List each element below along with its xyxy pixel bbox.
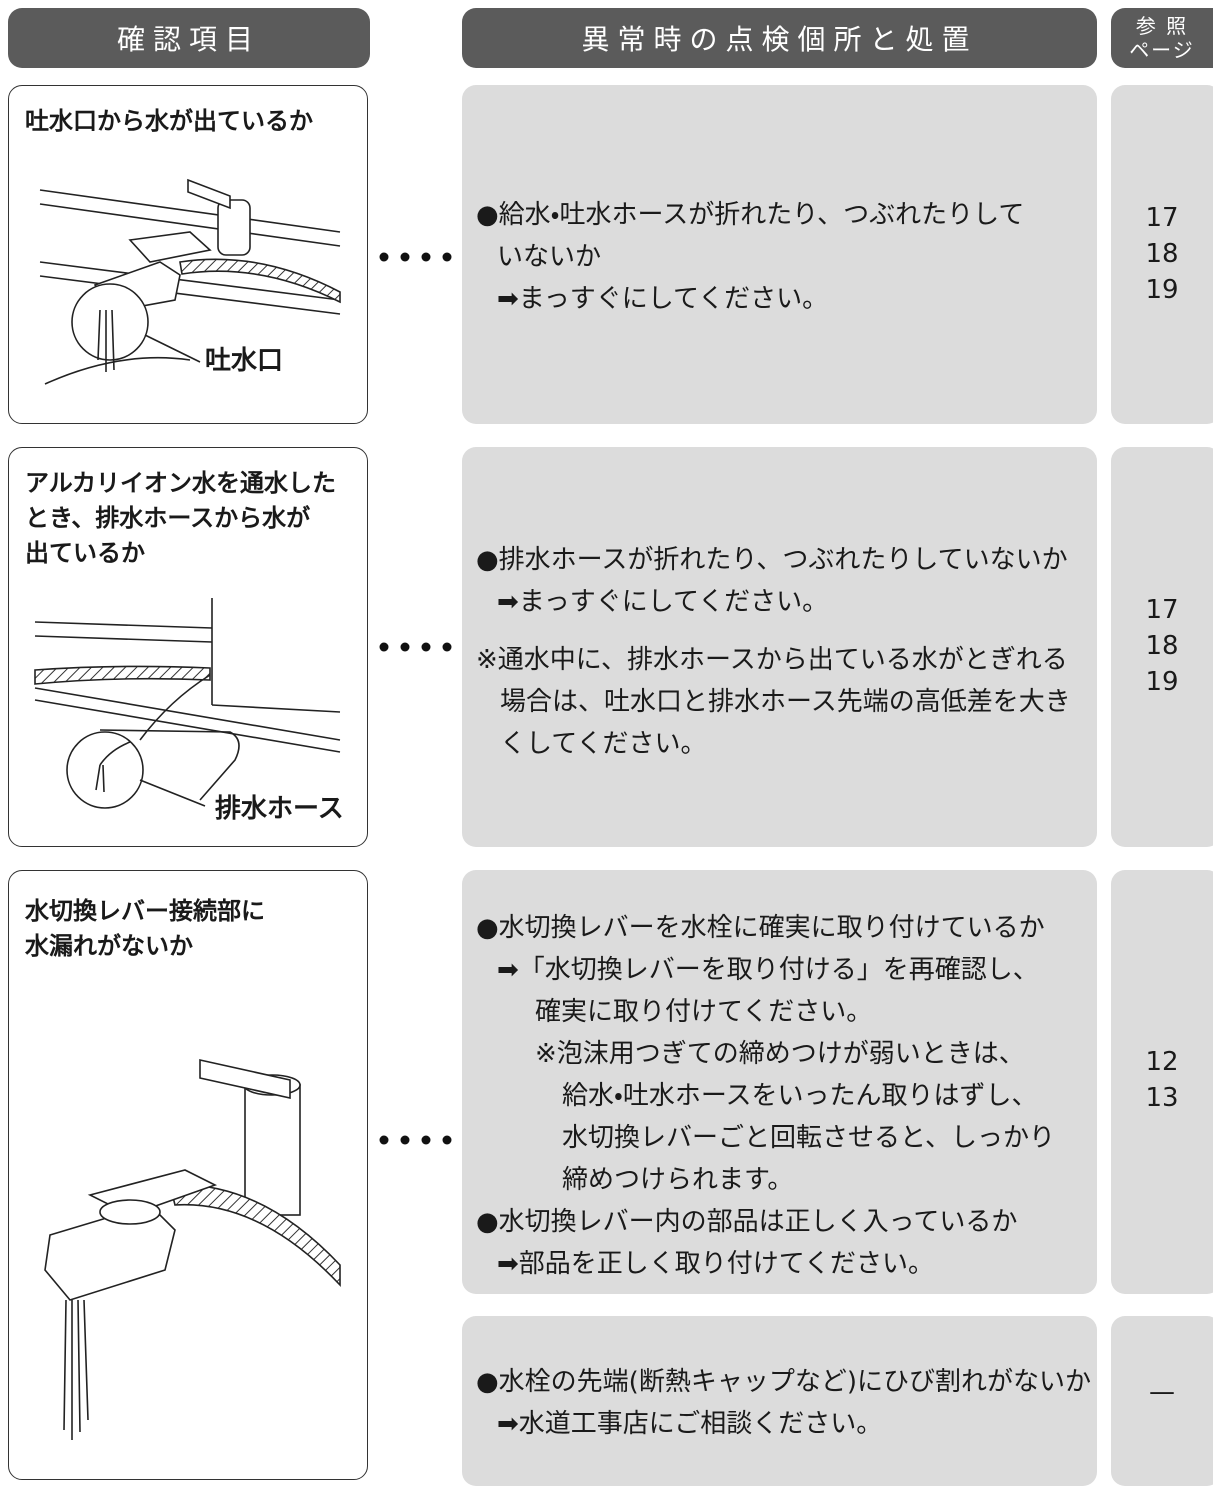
ref-box xyxy=(1111,85,1213,424)
text-line: ●水栓の先端(断熱キャップなど)にひび割れがないか xyxy=(476,1367,1091,1397)
text-line: ※泡沫用つぎての締めつけが弱いときは、 xyxy=(535,1039,1025,1069)
text-line: 水切換レバーごと回転させると、しっかり xyxy=(562,1123,1055,1153)
action-text: ●給水・吐水ホースが折れたり、つぶれたりして いないか ➡まっすぐにしてください… xyxy=(476,194,1024,320)
action-box xyxy=(462,85,1097,424)
header-check: 確認項目 xyxy=(8,8,370,68)
ref-pages: 17 18 19 xyxy=(1111,200,1213,308)
action-box xyxy=(462,447,1097,847)
title-line: とき、排水ホースから水が xyxy=(25,504,311,532)
text-line: 場合は、吐水口と排水ホース先端の高低差を大き xyxy=(500,687,1071,717)
text-line: 締めつけられます。 xyxy=(562,1165,794,1195)
ref-box xyxy=(1111,1316,1213,1486)
action-box xyxy=(462,1316,1097,1486)
title-line: 水漏れがないか xyxy=(25,932,193,960)
text-line: ➡まっすぐにしてください。 xyxy=(497,284,829,314)
header-ref: 参 照 ページ xyxy=(1111,8,1213,68)
text-line: ➡「水切換レバーを取り付ける」を再確認し、 xyxy=(497,955,1039,985)
page-number: 13 xyxy=(1145,1083,1179,1113)
figure-lever xyxy=(44,1059,341,1440)
page-number: 18 xyxy=(1145,631,1179,661)
text-line: 確実に取り付けてください。 xyxy=(535,997,873,1027)
page-number: 19 xyxy=(1145,275,1179,305)
action-box xyxy=(462,870,1097,1294)
page-number: — xyxy=(1149,1377,1175,1407)
action-text: ●排水ホースが折れたり、つぶれたりしていないか ➡まっすぐにしてください。 ※通… xyxy=(476,539,1071,765)
action-text: ●水栓の先端(断熱キャップなど)にひび割れがないか ➡水道工事店にご相談ください… xyxy=(476,1361,1091,1445)
page-number: 18 xyxy=(1145,239,1179,269)
ref-pages: — xyxy=(1111,1374,1213,1410)
ref-pages: 17 18 19 xyxy=(1111,592,1213,700)
text-line: ➡部品を正しく取り付けてください。 xyxy=(497,1249,935,1279)
title-line: アルカリイオン水を通水した xyxy=(25,469,337,497)
text-line: いないか xyxy=(497,242,602,272)
text-line: ●排水ホースが折れたり、つぶれたりしていないか xyxy=(476,545,1068,575)
page-number: 19 xyxy=(1145,667,1179,697)
text-line: ➡まっすぐにしてください。 xyxy=(497,587,829,617)
title-line: 吐水口から水が出ているか xyxy=(25,107,313,135)
page-number: 17 xyxy=(1145,203,1179,233)
text-line: ※通水中に、排水ホースから出ている水がとぎれる xyxy=(476,645,1068,675)
ref-pages: 12 13 xyxy=(1111,1044,1213,1116)
header-ref-line: ページ xyxy=(1129,38,1195,62)
figure-label: 排水ホース xyxy=(215,794,344,824)
text-line: ●水切換レバー内の部品は正しく入っているか xyxy=(476,1207,1018,1237)
figure-drain xyxy=(34,598,341,809)
header-action: 異常時の点検個所と処置 xyxy=(462,8,1097,68)
ref-box xyxy=(1111,870,1213,1294)
title-line: 水切換レバー接続部に xyxy=(25,897,265,925)
action-text: ●水切換レバーを水栓に確実に取り付けているか ➡「水切換レバーを取り付ける」を再… xyxy=(476,907,1055,1285)
text-line: 給水・吐水ホースをいったん取りはずし、 xyxy=(562,1081,1038,1111)
text-line: ●給水・吐水ホースが折れたり、つぶれたりして xyxy=(476,200,1025,230)
check-title: 吐水口から水が出ているか xyxy=(25,104,313,139)
text-line: ●水切換レバーを水栓に確実に取り付けているか xyxy=(476,913,1045,943)
figure-label: 吐水口 xyxy=(205,346,284,376)
check-title: 水切換レバー接続部に 水漏れがないか xyxy=(25,894,265,964)
page-number: 12 xyxy=(1145,1047,1179,1077)
ref-box xyxy=(1111,447,1213,847)
title-line: 出ているか xyxy=(25,539,145,567)
header-ref-line: 参 照 xyxy=(1135,14,1189,38)
page-number: 17 xyxy=(1145,595,1179,625)
check-title: アルカリイオン水を通水した とき、排水ホースから水が 出ているか xyxy=(25,466,336,571)
dot-leaders xyxy=(379,252,452,1145)
text-line: ➡水道工事店にご相談ください。 xyxy=(497,1409,883,1439)
figure-spout xyxy=(39,178,341,385)
text-line: くしてください。 xyxy=(500,729,707,759)
